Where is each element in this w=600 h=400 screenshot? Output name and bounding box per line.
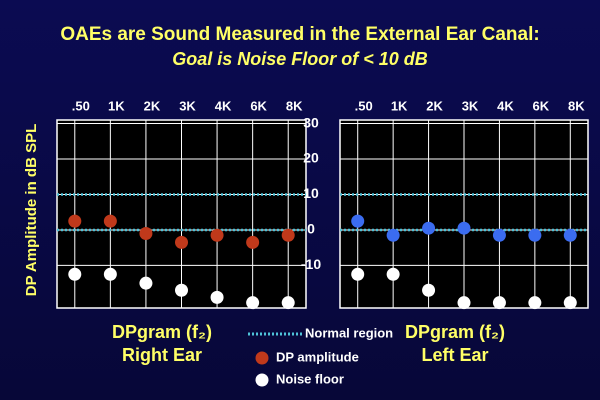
dot <box>210 228 224 242</box>
y-tick-label: -10 <box>301 256 321 272</box>
legend-label: Normal region <box>305 325 393 340</box>
y-tick-label: 30 <box>303 114 319 130</box>
dot <box>457 296 471 310</box>
x-tick-label: 6K <box>250 98 267 113</box>
dot <box>175 235 188 249</box>
dot <box>246 296 260 310</box>
x-tick-label: 3K <box>462 98 479 113</box>
dot <box>68 267 82 281</box>
y-tick-label: 0 <box>307 221 315 237</box>
x-tick-label: 6K <box>533 98 550 113</box>
y-tick-label: 20 <box>303 150 319 166</box>
dot <box>210 290 224 304</box>
dot <box>492 228 506 242</box>
legend-swatch <box>255 373 269 387</box>
dot <box>246 235 260 249</box>
chart-subtitle: Left Ear <box>421 345 488 365</box>
x-tick-label: .50 <box>355 98 373 113</box>
dot <box>139 276 153 290</box>
x-tick-label: 8K <box>286 98 303 113</box>
dot <box>528 228 542 242</box>
legend-label: DP amplitude <box>276 349 359 364</box>
dot <box>281 296 295 310</box>
chart-title: DPgram (f₂) <box>112 322 212 342</box>
dot <box>422 221 436 235</box>
x-tick-label: 8K <box>568 98 585 113</box>
y-tick-label: 10 <box>303 185 319 201</box>
slide-subtitle: Goal is Noise Floor of < 10 dB <box>172 49 428 69</box>
x-tick-label: 4K <box>215 98 232 113</box>
dot <box>386 228 400 242</box>
dot <box>139 227 153 241</box>
dot <box>492 296 506 310</box>
legend-label: Noise floor <box>276 371 344 386</box>
dot <box>351 214 365 228</box>
dot <box>103 267 117 281</box>
x-tick-label: 3K <box>179 98 196 113</box>
legend-swatch <box>255 351 269 365</box>
chart-subtitle: Right Ear <box>122 345 202 365</box>
x-tick-label: .50 <box>72 98 90 113</box>
dot <box>103 214 117 228</box>
slide-title: OAEs are Sound Measured in the External … <box>60 24 539 45</box>
dot <box>563 296 577 310</box>
dot <box>175 283 188 297</box>
dot <box>386 267 400 281</box>
x-tick-label: 2K <box>426 98 443 113</box>
dot <box>68 214 82 228</box>
x-tick-label: 1K <box>391 98 408 113</box>
x-tick-label: 1K <box>108 98 125 113</box>
chart-title: DPgram (f₂) <box>405 322 505 342</box>
dot <box>281 228 295 242</box>
dot <box>351 267 365 281</box>
y-axis-label: DP Amplitude in dB SPL <box>23 124 40 297</box>
dot <box>457 221 471 235</box>
x-tick-label: 2K <box>144 98 161 113</box>
dot <box>422 283 436 297</box>
x-tick-label: 4K <box>497 98 514 113</box>
dot <box>528 296 542 310</box>
dot <box>563 228 577 242</box>
